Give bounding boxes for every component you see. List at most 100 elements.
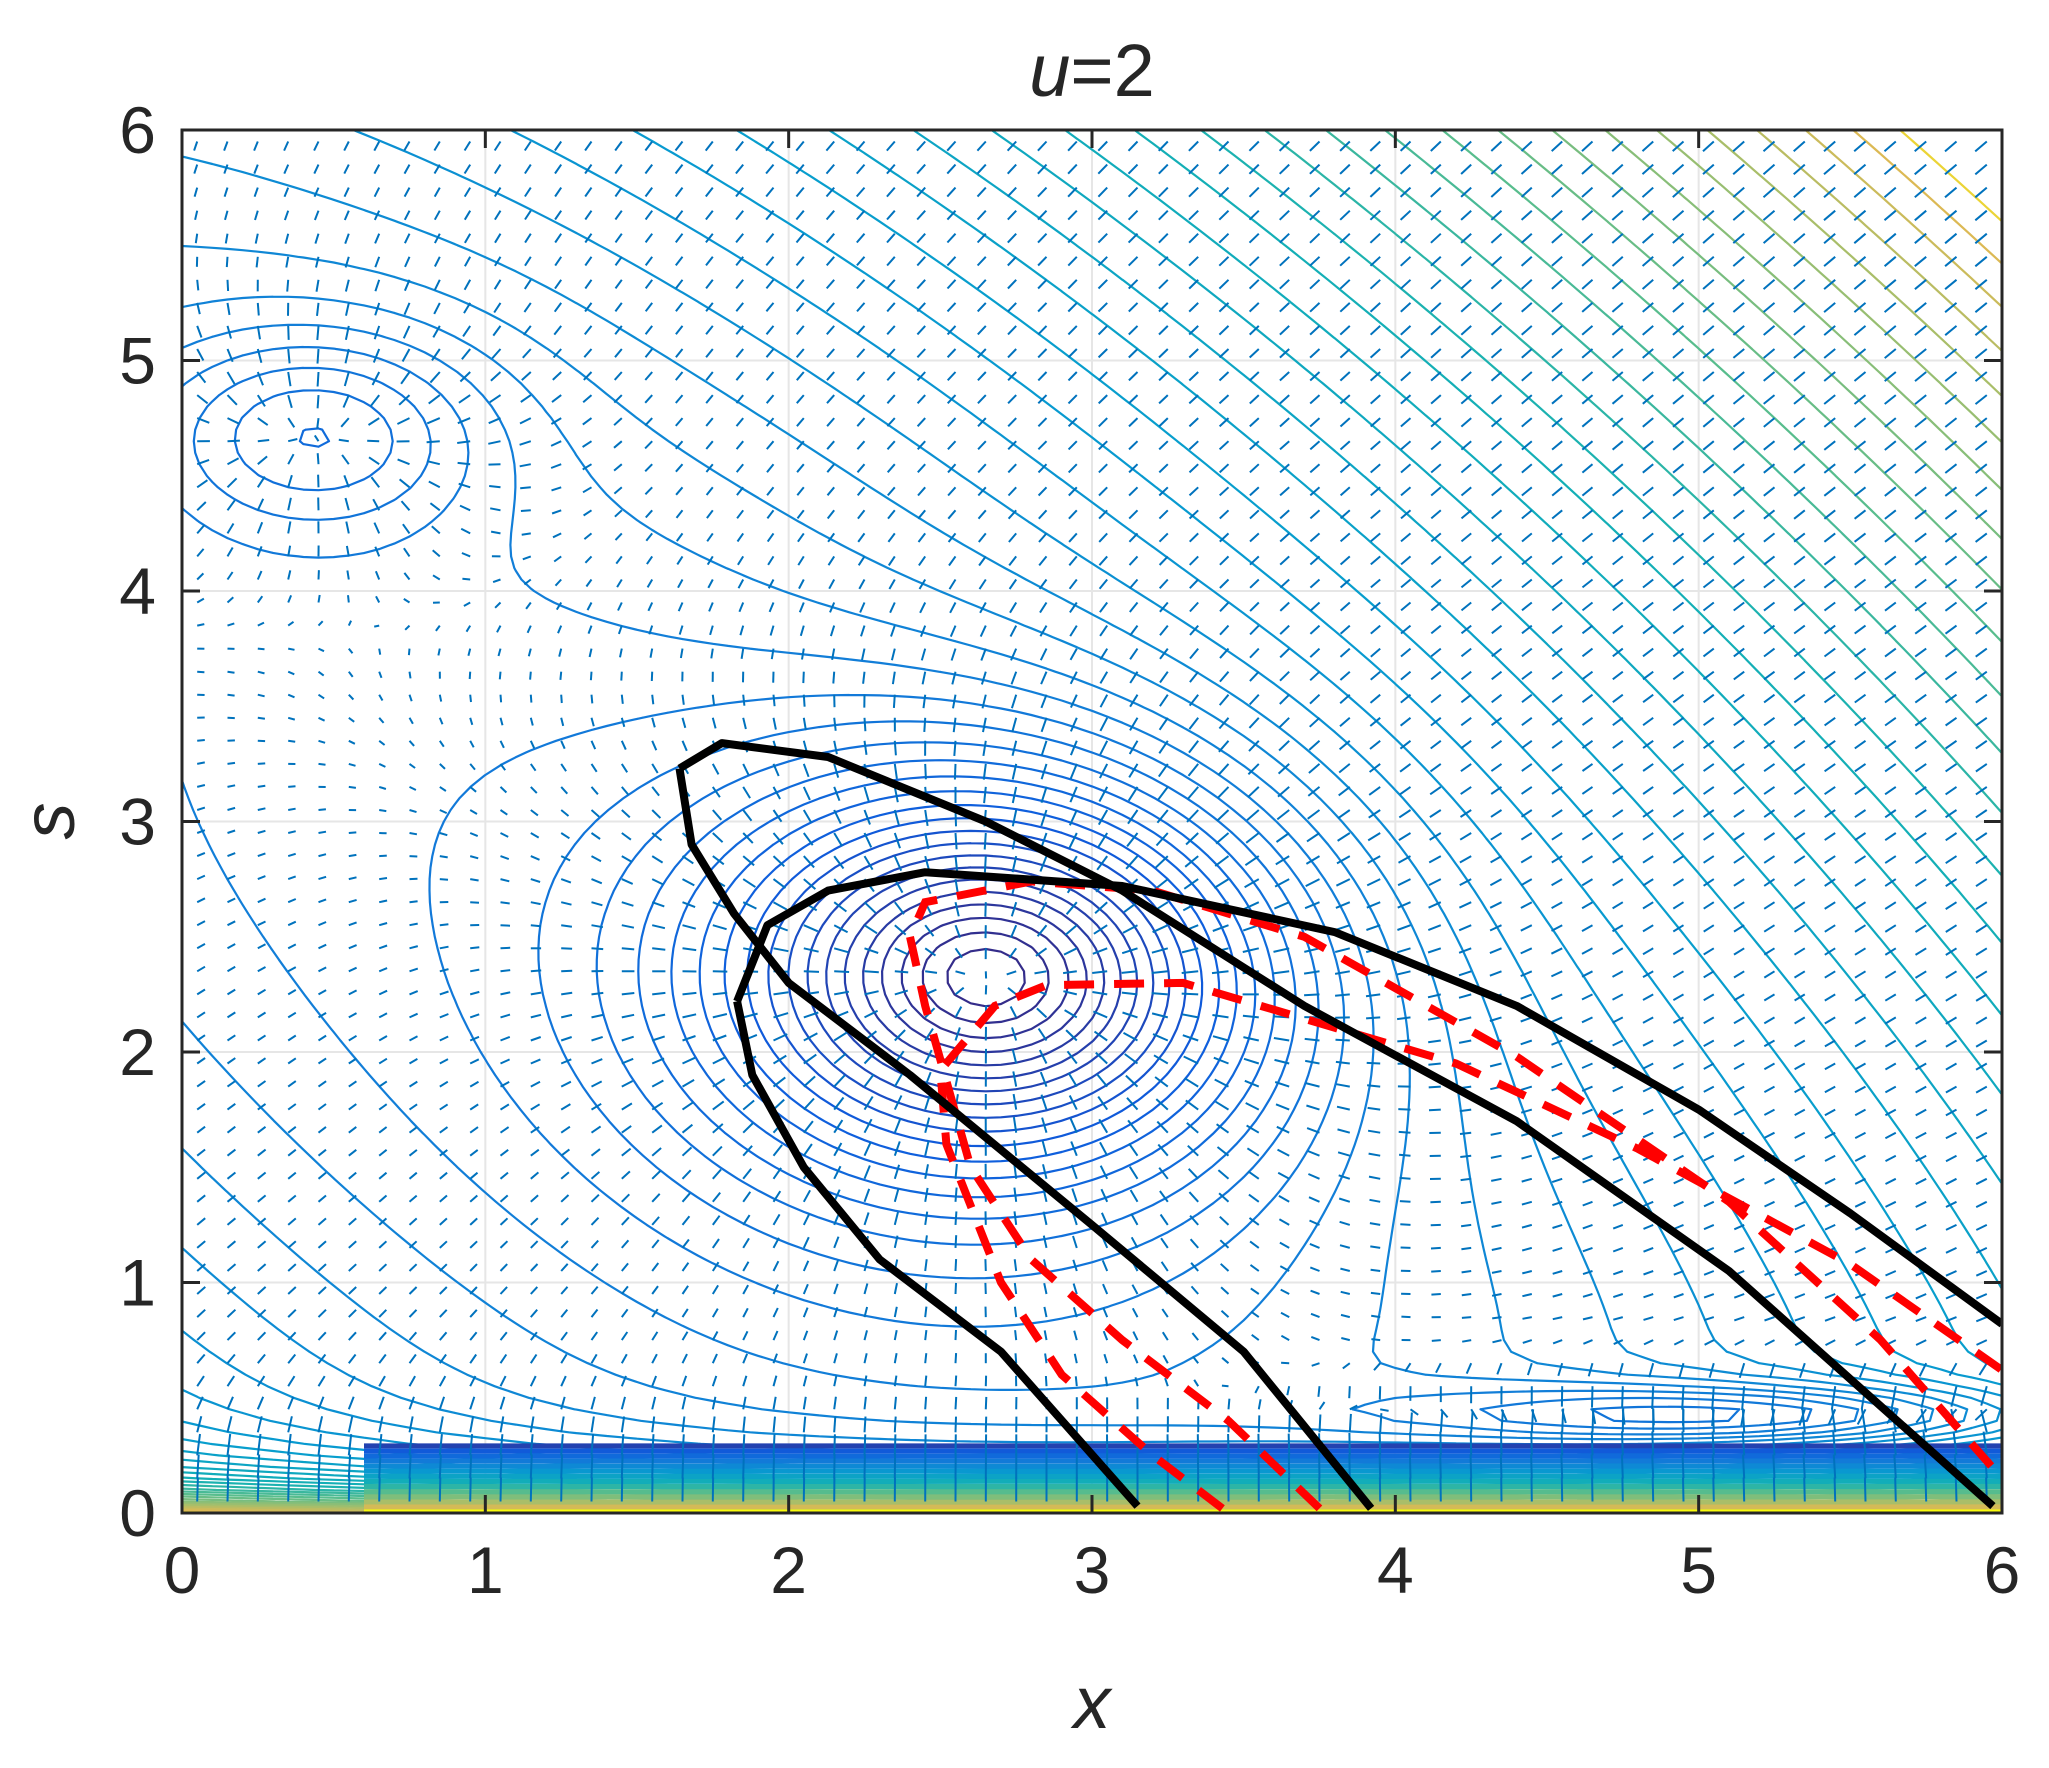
quiver-arrow [349, 787, 356, 788]
quiver-arrow [1429, 1087, 1441, 1088]
quiver-arrow [1864, 1455, 1865, 1479]
quiver-arrow [530, 672, 531, 680]
quiver-arrow [622, 948, 634, 949]
quiver-arrow [1371, 1316, 1380, 1317]
quiver-arrow [440, 1455, 441, 1479]
quiver-arrow [1366, 1017, 1380, 1018]
quiver-arrow [258, 303, 259, 316]
quiver-arrow [379, 1455, 380, 1479]
x-tick-label: 3 [1074, 1533, 1111, 1607]
quiver-arrow [531, 695, 532, 703]
quiver-arrow [833, 672, 834, 684]
quiver-arrow [1411, 1413, 1412, 1433]
quiver-arrow [501, 970, 511, 971]
quiver-arrow [1683, 1478, 1684, 1502]
quiver-arrow [196, 234, 197, 244]
quiver-arrow [258, 1455, 259, 1479]
quiver-arrow [652, 1434, 653, 1455]
quiver-arrow [349, 1478, 350, 1502]
quiver-arrow [683, 1434, 684, 1455]
quiver-arrow [258, 440, 269, 441]
quiver-arrow [1682, 1431, 1683, 1455]
quiver-arrow [257, 257, 258, 268]
y-tick-label: 3 [119, 785, 156, 859]
quiver-arrow [1622, 1431, 1623, 1455]
quiver-arrow [1461, 1248, 1471, 1249]
quiver-arrow [592, 695, 593, 704]
x-tick-label: 6 [1984, 1533, 2021, 1607]
quiver-arrow [319, 809, 326, 810]
quiver-arrow [1592, 1454, 1593, 1478]
quiver-arrow [1713, 1478, 1714, 1502]
quiver-arrow [895, 971, 908, 972]
quiver-arrow [347, 571, 348, 580]
quiver-arrow [1743, 1455, 1744, 1479]
quiver-arrow [1501, 1431, 1502, 1455]
quiver-arrow [1622, 1454, 1623, 1478]
quiver-arrow [1531, 1431, 1532, 1455]
quiver-arrow [713, 1434, 714, 1455]
x-axis-label: x [1071, 1661, 1114, 1744]
quiver-arrow [228, 672, 235, 673]
quiver-arrow [925, 1376, 926, 1387]
quiver-arrow [956, 1330, 957, 1340]
quiver-arrow [1399, 1132, 1411, 1133]
quiver-arrow [743, 1434, 744, 1455]
quiver-arrow [1834, 1455, 1835, 1479]
quiver-arrow [410, 1478, 411, 1502]
quiver-arrow [1683, 1409, 1684, 1425]
quiver-arrow [317, 326, 318, 340]
quiver-arrow [956, 1211, 957, 1225]
quiver-arrow [288, 809, 295, 810]
quiver-arrow [258, 718, 265, 719]
quiver-arrow [197, 1478, 198, 1502]
quiver-arrow [440, 695, 441, 702]
quiver-arrow [458, 463, 471, 464]
quiver-arrow [1367, 1085, 1380, 1086]
quiver-arrow [1462, 1271, 1472, 1272]
quiver-arrow [1804, 1455, 1805, 1479]
quiver-arrow [1561, 1454, 1562, 1478]
quiver-arrow [228, 695, 235, 696]
quiver-arrow [1622, 1386, 1623, 1408]
quiver-arrow [1045, 1354, 1046, 1364]
quiver-arrow [1429, 1110, 1441, 1111]
quiver-arrow [985, 856, 986, 872]
quiver-arrow [956, 1235, 957, 1248]
quiver-arrow [440, 856, 448, 857]
quiver-arrow [1652, 1454, 1653, 1478]
quiver-arrow [1774, 1478, 1775, 1502]
quiver-arrow [197, 672, 204, 673]
quiver-arrow [1371, 1293, 1380, 1294]
quiver-arrow [379, 810, 386, 811]
quiver-arrow [743, 1454, 744, 1478]
quiver-arrow [1401, 1317, 1410, 1318]
quiver-arrow [1471, 1411, 1472, 1432]
quiver-arrow [470, 1454, 471, 1478]
quiver-arrow [1431, 1271, 1441, 1272]
quiver-arrow [1865, 1478, 1866, 1502]
quiver-arrow [470, 947, 479, 948]
quiver-arrow [318, 349, 319, 364]
y-tick-label: 2 [119, 1015, 156, 1089]
quiver-arrow [1152, 993, 1168, 994]
quiver-arrow [318, 372, 319, 387]
quiver-arrow [470, 672, 471, 679]
quiver-arrow [956, 1417, 957, 1433]
quiver-arrow [470, 695, 471, 702]
quiver-arrow [1461, 1202, 1471, 1203]
quiver-arrow [683, 695, 684, 705]
quiver-arrow [438, 649, 439, 656]
quiver-arrow [1367, 1063, 1381, 1064]
quiver-arrow [1015, 1307, 1016, 1317]
quiver-arrow [1652, 1386, 1653, 1409]
x-tick-label: 0 [164, 1533, 201, 1607]
quiver-arrow [1350, 1414, 1351, 1432]
quiver-arrow [410, 672, 411, 679]
quiver-arrow [1349, 1386, 1350, 1398]
quiver-arrow [1380, 1413, 1381, 1432]
quiver-arrow [258, 649, 265, 650]
quiver-arrow [1015, 1283, 1016, 1294]
quiver-arrow [287, 280, 288, 292]
